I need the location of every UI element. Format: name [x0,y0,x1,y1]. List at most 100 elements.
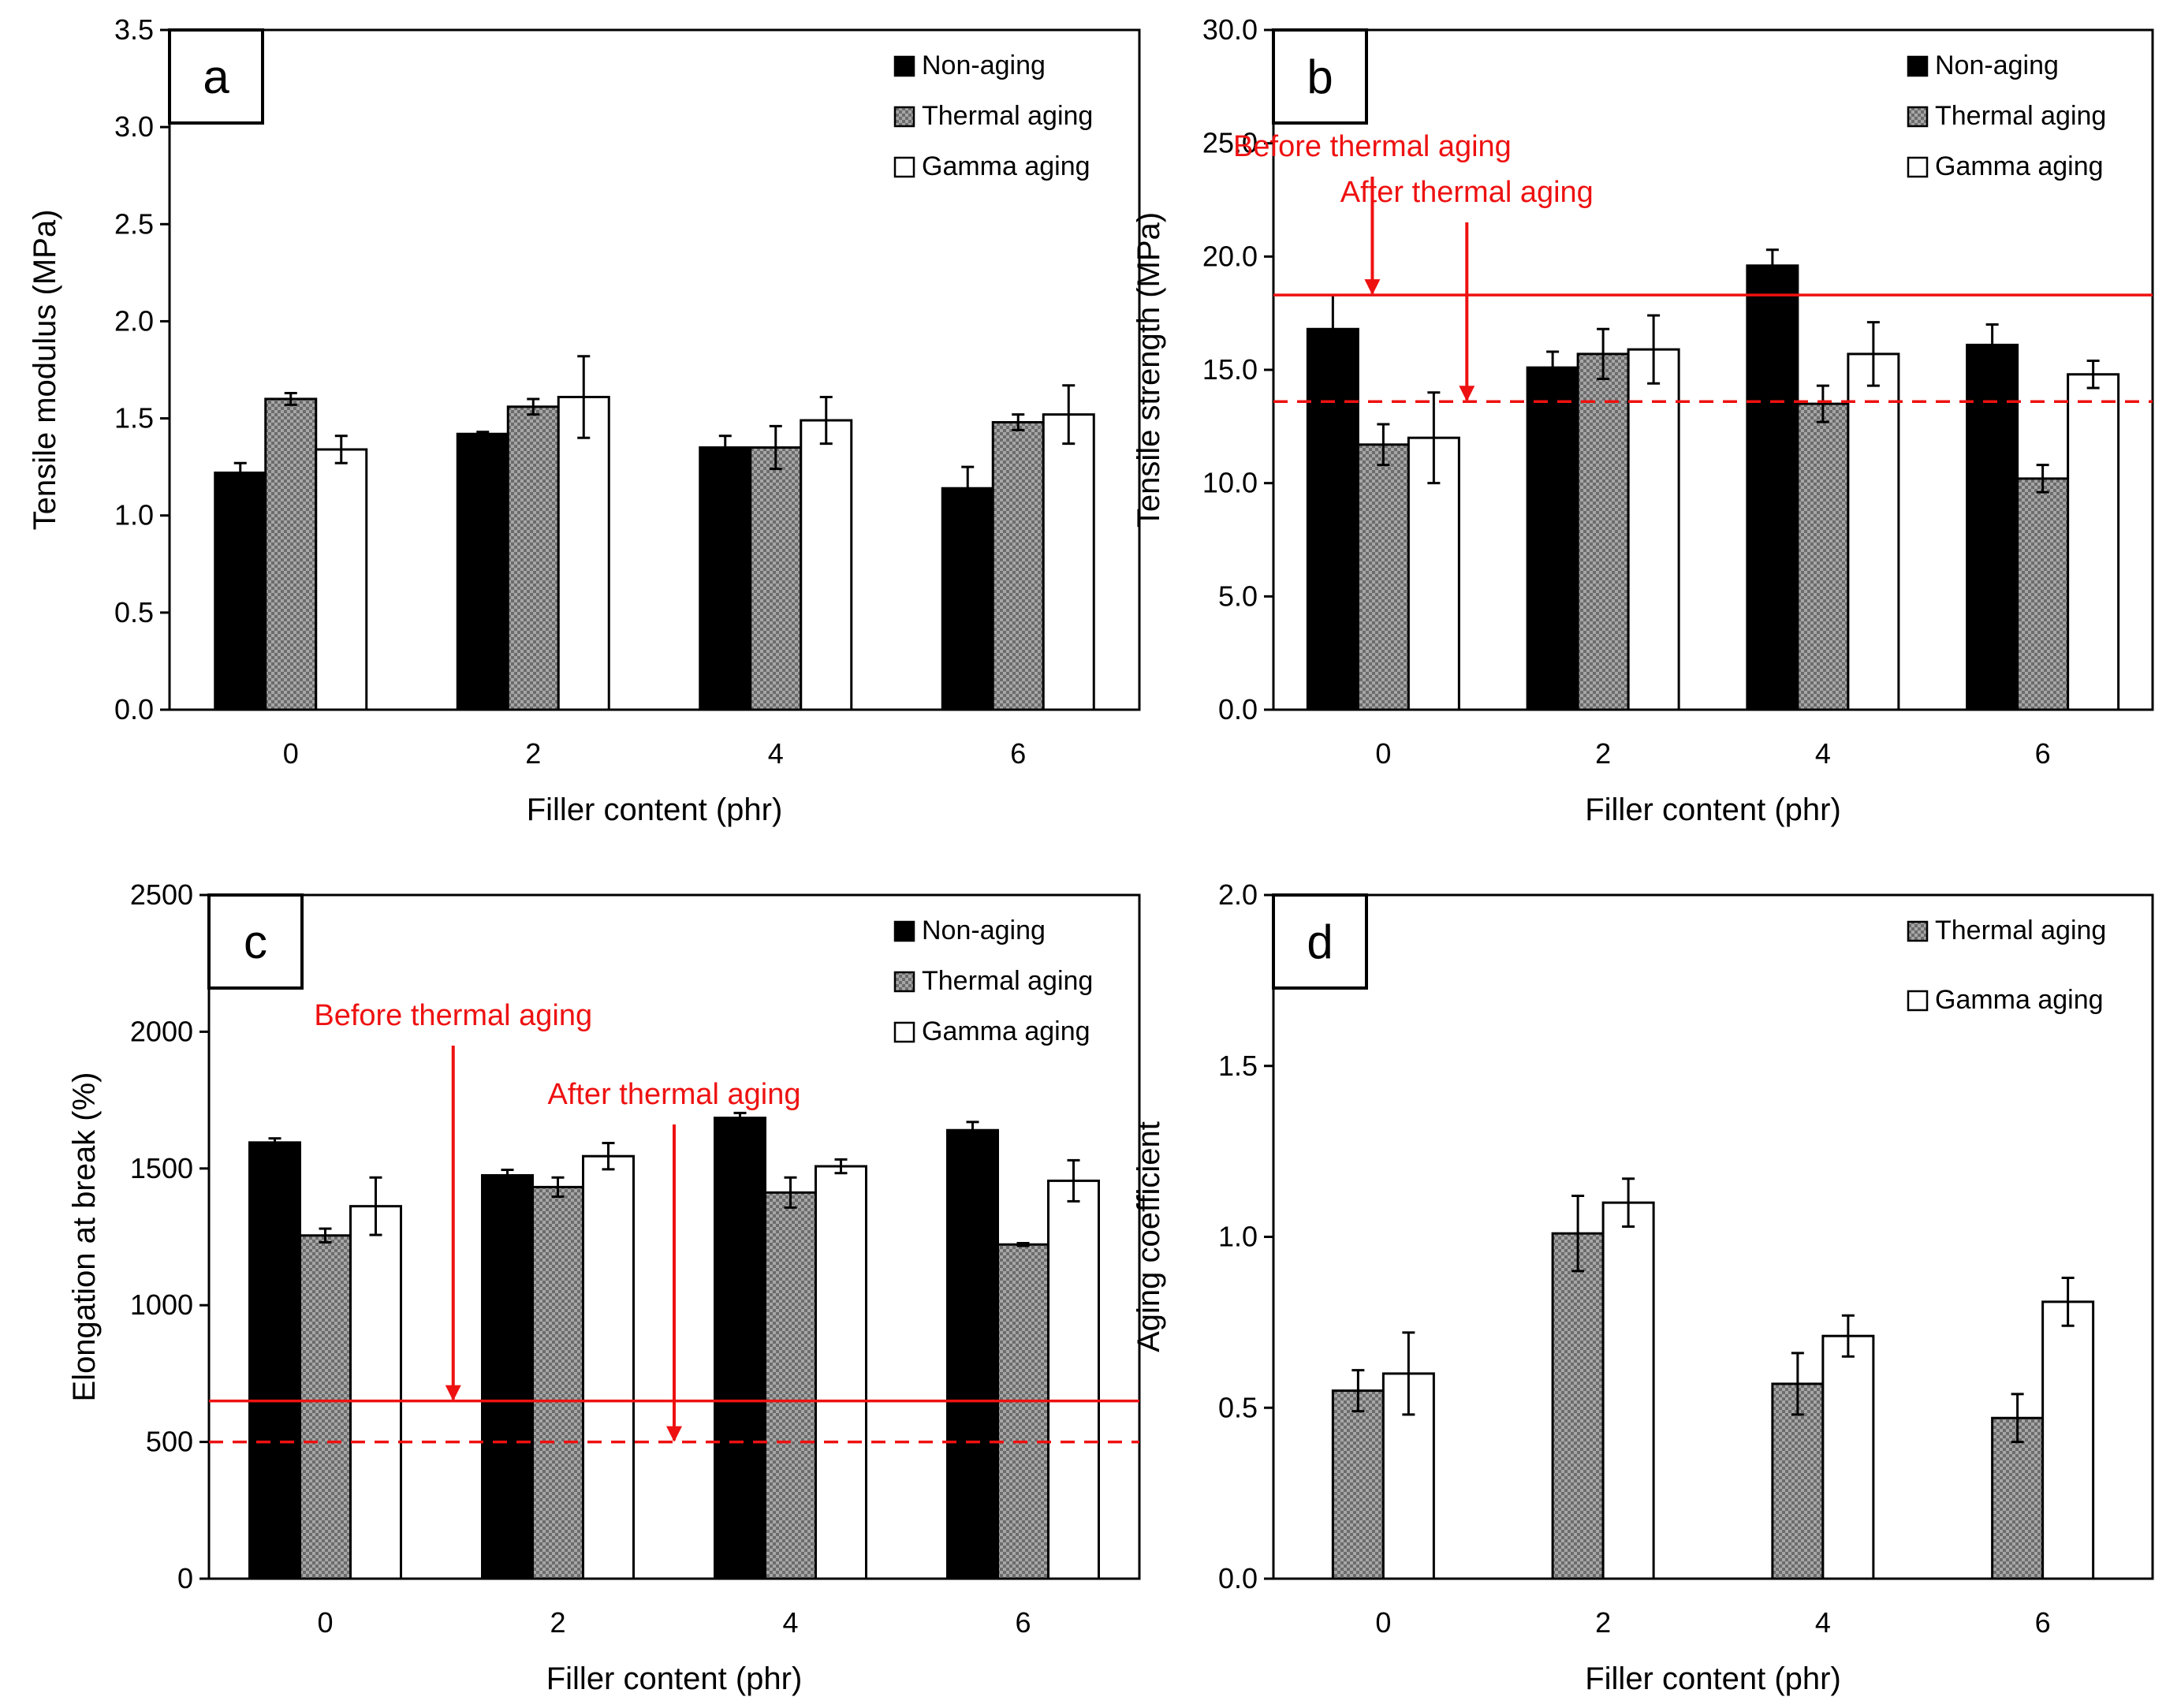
y-tick-label: 20.0 [1202,240,1258,272]
x-axis-title: Filler content (phr) [527,792,783,827]
bar [1047,1179,1100,1580]
bar [582,1154,635,1580]
y-tick-label: 1.0 [1218,1221,1258,1253]
y-tick-label: 3.5 [114,13,154,46]
bar [1526,366,1579,711]
panel-letter: b [1307,50,1333,103]
chart-panel-b: 0.0 5.0 10.0 15.0 20.0 25.0 30.0 0 2 4 6 Filler con… [1131,13,2154,827]
x-tick-label: 4 [782,1606,798,1639]
chart-panel-d: 0.0 0.5 1.0 1.5 2.0 0 2 4 6 Filler content (phr) A… [1131,878,2154,1696]
bar [2041,1300,2095,1580]
y-tick-label: 2000 [130,1015,193,1047]
x-tick-label: 2 [525,737,541,770]
bar [481,1173,534,1580]
x-tick-label: 6 [1010,737,1026,770]
x-tick-label: 4 [1815,1606,1831,1639]
bar [557,395,610,711]
plot-area-frame [168,28,1141,711]
y-tick-label: 1.5 [114,402,154,434]
legend-swatch [893,920,915,942]
y-tick-label: 10.0 [1202,467,1258,499]
y-tick-label: 1500 [130,1152,193,1184]
bar [815,1165,867,1580]
y-tick-label: 0.0 [1218,1562,1258,1594]
legend-entry: Non-aging [922,916,1046,945]
bar [1331,1389,1385,1580]
legend-swatch [1907,106,1929,128]
legend-swatch [893,971,915,993]
bar [349,1205,402,1580]
legend-swatch [893,106,915,128]
x-tick-label: 6 [1015,1606,1031,1639]
y-tick-label: 25.0 [1202,127,1258,159]
x-tick-label: 6 [2035,737,2051,770]
legend-swatch [1907,55,1929,77]
bar [1306,327,1359,711]
panel-letter: c [244,916,267,968]
y-tick-label: 500 [146,1426,193,1458]
bar [714,1117,766,1580]
bar [1042,413,1095,711]
bar [1991,1416,2045,1580]
y-tick-label: 2.0 [114,304,154,337]
y-tick-label: 5.0 [1218,580,1258,612]
legend-swatch [1907,156,1929,178]
bar [456,432,509,711]
legend-entry: Thermal aging [922,966,1093,996]
y-tick-label: 2.5 [114,207,154,240]
y-tick-label: 30.0 [1202,13,1258,46]
legend-entry: Non-aging [1935,50,2059,80]
bar [315,448,368,711]
legend-swatch [893,1021,915,1043]
bar [1796,402,1850,711]
y-axis-title: Aging coefficient [1131,1121,1166,1352]
legend-swatch [893,156,915,178]
panel-letter-box [207,893,304,990]
annotation-label: After thermal aging [1340,176,1594,209]
y-tick-label: 0.5 [114,596,154,628]
panel-letter-box [1272,28,1368,125]
bar [248,1141,301,1580]
bar [299,1234,352,1580]
x-tick-label: 0 [1375,1606,1391,1639]
bar [946,1128,999,1580]
legend-swatch [1907,920,1929,942]
legend-entry: Gamma aging [922,1016,1090,1046]
x-tick-label: 0 [283,737,299,770]
legend-entry: Non-aging [922,50,1046,80]
bar [800,419,853,711]
y-tick-label: 3.0 [114,110,154,143]
plot-area-frame [207,893,1141,1580]
bar [506,405,560,711]
legend-entry: Gamma aging [922,151,1090,181]
annotation-label: Before thermal aging [314,999,592,1032]
y-axis-title: Elongation at break (%) [67,1072,102,1401]
panel-letter: a [203,50,229,103]
x-tick-label: 0 [1375,737,1391,770]
y-axis-title: Tensile strength (MPa) [1131,212,1166,528]
x-tick-label: 2 [1595,1606,1611,1639]
bar [1576,352,1630,711]
bar [1356,443,1410,711]
legend-entry: Gamma aging [1935,985,2104,1015]
y-tick-label: 2.0 [1218,878,1258,911]
chart-panel-a: 0.0 0.5 1.0 1.5 2.0 2.5 3.0 3.5 0 2 4 6 Filler conte… [28,13,1141,827]
y-tick-label: 0.0 [1218,693,1258,725]
x-tick-label: 2 [1595,737,1611,770]
x-axis-title: Filler content (phr) [546,1661,803,1696]
y-tick-label: 1.5 [1218,1050,1258,1082]
bar [1966,343,2019,711]
legend-entry: Gamma aging [1935,151,2104,181]
legend-entry: Thermal aging [1935,916,2106,945]
bar [2067,373,2120,711]
chart-panel-c: 0 500 1000 1500 2000 2500 0 2 4 6 Filler content (… [67,878,1141,1696]
y-axis-title: Tensile modulus (MPa) [28,210,62,531]
legend-swatch [1907,990,1929,1012]
bar [1821,1334,1875,1580]
x-tick-label: 4 [768,737,784,770]
bar [991,420,1045,711]
legend-swatch [893,55,915,77]
x-axis-title: Filler content (phr) [1585,792,1841,827]
x-axis-title: Filler content (phr) [1585,1661,1841,1696]
